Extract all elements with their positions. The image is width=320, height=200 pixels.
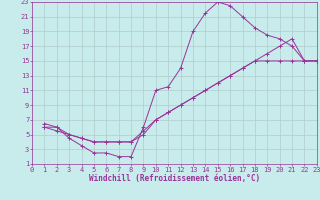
X-axis label: Windchill (Refroidissement éolien,°C): Windchill (Refroidissement éolien,°C) bbox=[89, 174, 260, 183]
